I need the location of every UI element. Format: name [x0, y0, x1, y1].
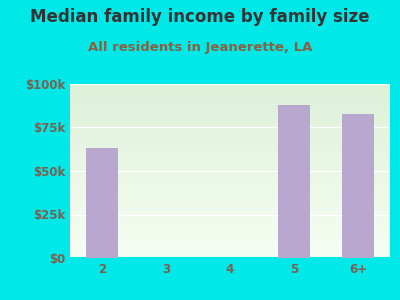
Bar — [278, 105, 310, 258]
Bar — [342, 114, 374, 258]
Bar — [86, 148, 118, 258]
Text: Median family income by family size: Median family income by family size — [30, 8, 370, 26]
Text: All residents in Jeanerette, LA: All residents in Jeanerette, LA — [88, 40, 312, 53]
